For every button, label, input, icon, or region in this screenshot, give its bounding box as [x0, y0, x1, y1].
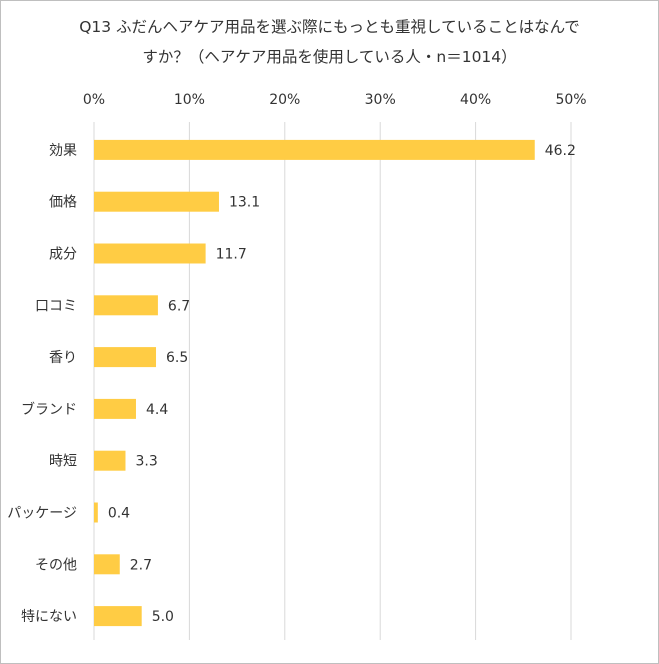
chart-title: Q13 ふだんヘアケア用品を選ぶ際にもっとも重視していることはなんで すか？（ヘ…	[0, 12, 659, 72]
category-label-2: 成分	[49, 247, 77, 263]
category-label-7: パッケージ	[7, 506, 77, 522]
bar-8	[94, 554, 120, 575]
value-label-5: 4.4	[146, 402, 168, 418]
bar-1	[94, 191, 219, 212]
category-label-8: その他	[35, 557, 77, 573]
value-label-0: 46.2	[545, 143, 576, 159]
value-label-8: 2.7	[130, 557, 152, 573]
x-tick-label-1: 10%	[174, 92, 205, 108]
value-label-3: 6.7	[168, 298, 190, 314]
x-axis-ticks: 0% 10% 20% 30% 40% 50%	[83, 92, 587, 108]
x-tick-label-5: 50%	[555, 92, 586, 108]
value-label-6: 3.3	[135, 454, 157, 470]
bar-5	[94, 398, 136, 419]
value-label-4: 6.5	[166, 350, 188, 366]
category-label-5: ブランド	[21, 401, 77, 418]
x-tick-label-2: 20%	[269, 92, 300, 108]
category-label-6: 時短	[49, 454, 77, 470]
x-tick-label-4: 40%	[460, 92, 491, 108]
bar-7	[94, 502, 98, 523]
x-tick-label-0: 0%	[83, 92, 105, 108]
category-label-4: 香り	[49, 350, 77, 366]
chart-title-line-2: すか？（ヘアケア用品を使用している人・n＝1014）	[142, 48, 517, 66]
value-label-7: 0.4	[108, 506, 130, 522]
category-label-9: 特にない	[21, 609, 77, 625]
x-tick-label-3: 30%	[365, 92, 396, 108]
value-label-2: 11.7	[216, 247, 247, 263]
category-label-3: 口コミ	[35, 298, 77, 314]
bar-0	[94, 139, 535, 160]
value-label-1: 13.1	[229, 195, 260, 211]
bar-4	[94, 347, 157, 368]
category-label-1: 価格	[49, 195, 77, 211]
value-labels: 46.2 13.1 11.7 6.7 6.5 4.4 3.3 0.4 2.7 5.0	[108, 143, 576, 625]
bar-2	[94, 243, 206, 264]
bar-9	[94, 606, 142, 627]
category-label-0: 効果	[49, 143, 77, 159]
bars	[94, 139, 535, 627]
bar-3	[94, 295, 158, 316]
value-label-9: 5.0	[152, 609, 174, 625]
bar-6	[94, 450, 126, 471]
chart-title-line-1: Q13 ふだんヘアケア用品を選ぶ際にもっとも重視していることはなんで	[79, 18, 580, 36]
